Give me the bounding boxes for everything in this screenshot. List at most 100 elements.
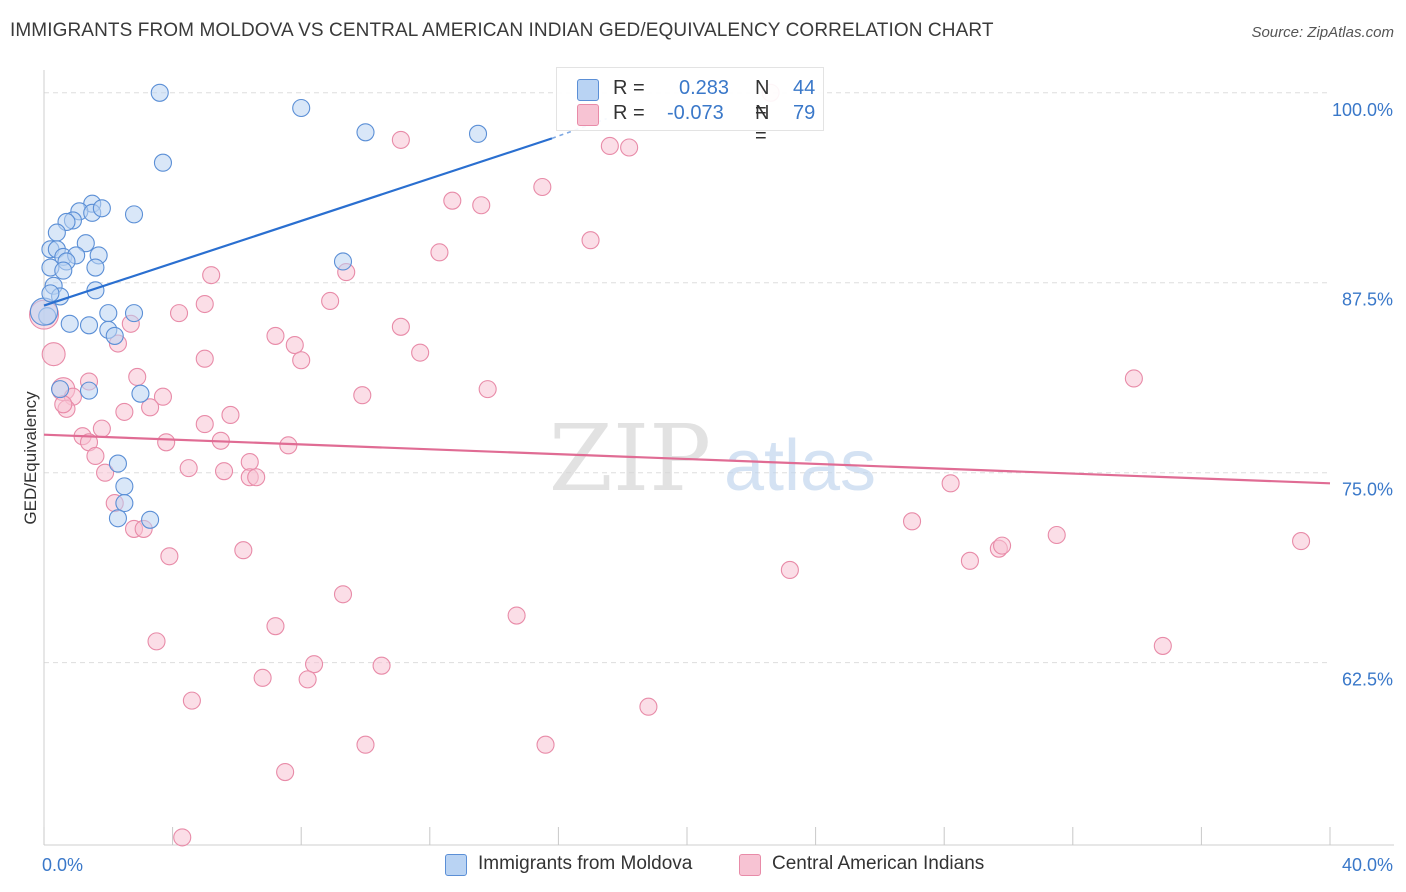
n-value: 79 xyxy=(793,102,816,124)
central-american-point xyxy=(285,335,304,355)
central-american-point xyxy=(92,419,111,438)
central-american-point xyxy=(639,697,658,716)
central-american-point xyxy=(780,560,799,580)
central-american-point xyxy=(86,446,105,466)
legend-label-central-american: Central American Indians xyxy=(772,853,985,874)
y-tick-label-0: 62.5% xyxy=(1342,670,1393,690)
watermark: ZIP atlas xyxy=(549,405,876,512)
central-american-point xyxy=(478,380,497,399)
central-american-point xyxy=(253,668,272,687)
y-axis-label: GED/Equivalency xyxy=(21,391,40,525)
y-tick-label-2: 87.5% xyxy=(1342,290,1393,310)
moldova-point xyxy=(105,326,124,345)
central-american-point xyxy=(533,177,552,197)
legend-swatch-moldova xyxy=(577,79,599,101)
central-american-point xyxy=(41,342,66,367)
r-label: R = xyxy=(613,77,645,99)
moldova-point xyxy=(86,258,105,277)
central-american-point xyxy=(279,436,298,455)
central-american-point xyxy=(157,433,176,452)
central-american-point xyxy=(298,670,317,689)
central-american-point xyxy=(292,351,311,370)
moldova-point xyxy=(333,252,353,271)
moldova-point xyxy=(92,199,111,218)
moldova-point xyxy=(150,83,169,102)
central-american-point xyxy=(276,763,295,782)
moldova-point xyxy=(108,509,127,528)
n-label: N = xyxy=(755,102,770,147)
legend-swatch-central-american xyxy=(739,854,761,876)
y-tick-labels: 62.5% 75.0% 87.5% 100.0% xyxy=(1332,100,1393,690)
central-american-point xyxy=(353,386,372,405)
legend-swatch-central-american xyxy=(577,104,599,126)
central-american-point xyxy=(902,512,922,531)
central-american-point xyxy=(182,691,201,710)
legend-label-moldova: Immigrants from Moldova xyxy=(478,853,693,874)
central-american-point xyxy=(160,547,179,566)
central-american-point xyxy=(141,398,160,417)
central-american-point xyxy=(960,551,979,570)
central-american-point xyxy=(1047,525,1066,545)
central-american-point xyxy=(221,405,240,425)
central-american-point xyxy=(195,415,214,434)
moldova-point xyxy=(115,477,134,496)
n-value: 44 xyxy=(793,77,816,99)
moldova-point xyxy=(292,98,311,118)
central-american-point xyxy=(620,138,639,157)
moldova-point xyxy=(115,494,134,513)
central-american-point xyxy=(391,130,410,149)
central-american-point xyxy=(54,395,73,414)
moldova-point xyxy=(51,380,70,399)
central-american-point xyxy=(128,367,147,387)
central-american-point xyxy=(266,617,285,636)
central-american-point xyxy=(472,196,491,215)
central-american-point xyxy=(507,606,526,625)
moldova-point xyxy=(41,284,60,303)
x-tick-label-1: 40.0% xyxy=(1342,855,1393,875)
central-american-point xyxy=(179,459,198,478)
central-american-point xyxy=(993,536,1012,555)
series-immigrants-from-moldova xyxy=(29,83,488,529)
correlation-legend: R = 0.283 N = 44 R = -0.073 N = 79 xyxy=(556,67,824,147)
x-tick-labels: 0.0% 40.0% xyxy=(42,855,1393,875)
central-american-point xyxy=(195,294,214,314)
moldova-point xyxy=(76,234,95,253)
r-value: -0.073 xyxy=(667,102,724,124)
moldova-point xyxy=(141,510,160,529)
central-american-point xyxy=(941,474,960,493)
central-american-point xyxy=(305,655,324,674)
central-american-point xyxy=(1124,369,1143,388)
central-american-point xyxy=(411,343,430,362)
trend-line-moldova xyxy=(43,137,553,307)
moldova-point xyxy=(153,153,173,172)
moldova-point xyxy=(124,304,144,323)
moldova-point xyxy=(356,123,375,142)
central-american-point xyxy=(214,462,234,481)
central-american-point xyxy=(247,468,266,487)
r-value: 0.283 xyxy=(679,77,730,99)
series-legend: Immigrants from Moldova Central American… xyxy=(0,852,1406,878)
central-american-point xyxy=(202,266,221,285)
central-american-point xyxy=(266,326,285,345)
moldova-point xyxy=(124,205,144,224)
moldova-point xyxy=(60,314,79,333)
central-american-point xyxy=(600,136,619,156)
central-american-point xyxy=(195,349,214,368)
n-label: N = xyxy=(755,77,770,122)
central-american-point xyxy=(169,304,189,323)
central-american-point xyxy=(234,541,253,560)
central-american-point xyxy=(115,402,134,421)
y-tick-label-3: 100.0% xyxy=(1332,100,1393,120)
axis-layer xyxy=(43,70,1394,846)
moldova-point xyxy=(79,381,99,400)
source-label: Source: ZipAtlas.com xyxy=(1251,24,1394,41)
central-american-point xyxy=(173,828,192,847)
moldova-point xyxy=(79,316,99,335)
central-american-point xyxy=(443,191,462,210)
moldova-point xyxy=(131,384,150,403)
central-american-point xyxy=(372,656,391,675)
central-american-point xyxy=(536,735,555,754)
moldova-point xyxy=(54,261,73,280)
central-american-point xyxy=(321,291,340,311)
